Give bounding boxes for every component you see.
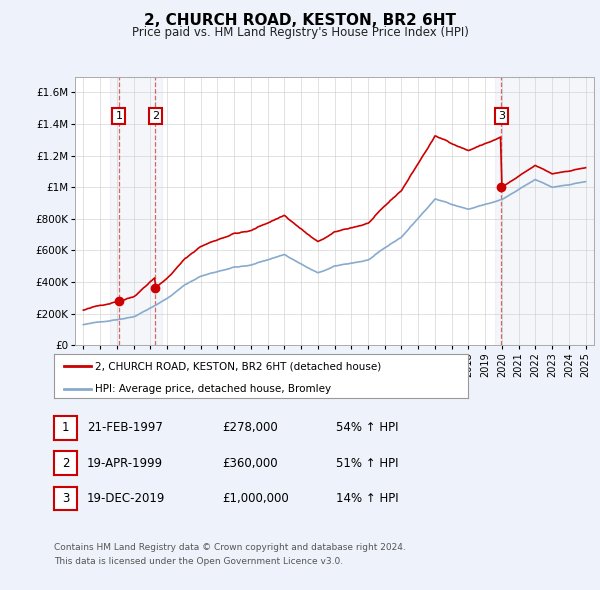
Bar: [494, 77, 594, 345]
Text: 54% ↑ HPI: 54% ↑ HPI: [336, 421, 398, 434]
Text: Price paid vs. HM Land Registry's House Price Index (HPI): Price paid vs. HM Land Registry's House …: [131, 26, 469, 39]
Text: 19-APR-1999: 19-APR-1999: [87, 457, 163, 470]
Text: £1,000,000: £1,000,000: [222, 492, 289, 505]
Text: 2, CHURCH ROAD, KESTON, BR2 6HT: 2, CHURCH ROAD, KESTON, BR2 6HT: [144, 13, 456, 28]
Text: £278,000: £278,000: [222, 421, 278, 434]
Text: 3: 3: [498, 111, 505, 120]
Text: 51% ↑ HPI: 51% ↑ HPI: [336, 457, 398, 470]
Text: 2: 2: [152, 111, 159, 120]
Text: Contains HM Land Registry data © Crown copyright and database right 2024.: Contains HM Land Registry data © Crown c…: [54, 543, 406, 552]
Text: 1: 1: [115, 111, 122, 120]
Text: £360,000: £360,000: [222, 457, 278, 470]
Text: 2: 2: [62, 457, 69, 470]
Text: 2, CHURCH ROAD, KESTON, BR2 6HT (detached house): 2, CHURCH ROAD, KESTON, BR2 6HT (detache…: [95, 362, 382, 371]
Text: 14% ↑ HPI: 14% ↑ HPI: [336, 492, 398, 505]
Text: 19-DEC-2019: 19-DEC-2019: [87, 492, 166, 505]
Text: HPI: Average price, detached house, Bromley: HPI: Average price, detached house, Brom…: [95, 384, 332, 394]
Text: 1: 1: [62, 421, 69, 434]
Text: 3: 3: [62, 492, 69, 505]
Text: This data is licensed under the Open Government Licence v3.0.: This data is licensed under the Open Gov…: [54, 557, 343, 566]
Bar: [110, 77, 162, 345]
Text: 21-FEB-1997: 21-FEB-1997: [87, 421, 163, 434]
